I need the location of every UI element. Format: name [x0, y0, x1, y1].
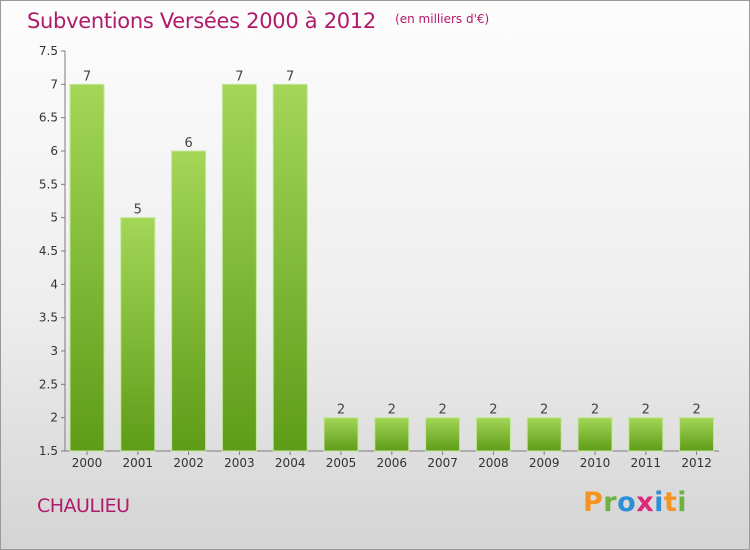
value-label-2002: 6 — [184, 136, 192, 151]
value-label-2003: 7 — [235, 69, 243, 84]
bar-2008 — [475, 417, 511, 452]
value-label-2006: 2 — [388, 403, 396, 418]
y-tick-label: 6 — [50, 144, 58, 158]
bar-2012 — [679, 417, 715, 452]
y-tick-label: 4 — [50, 277, 58, 291]
y-tick-label: 4.5 — [39, 244, 58, 258]
y-tick-label: 5 — [50, 211, 58, 225]
y-tick-label: 7 — [50, 77, 58, 91]
bar-2003 — [221, 83, 257, 452]
labels: 7 2000 5 2001 6 2002 7 2003 7 2004 2 2005 2 2006 2 2007… — [72, 69, 712, 470]
value-label-2005: 2 — [337, 403, 345, 418]
value-label-2010: 2 — [591, 403, 599, 418]
bar-2002 — [171, 150, 207, 452]
x-tick-label-2000: 2000 — [72, 456, 103, 470]
y-tick-label: 3 — [50, 344, 58, 358]
x-tick-label-2005: 2005 — [326, 456, 357, 470]
value-label-2009: 2 — [540, 403, 548, 418]
title-row: Subventions Versées 2000 à 2012 (en mill… — [27, 9, 489, 33]
x-tick-label-2009: 2009 — [529, 456, 560, 470]
y-tick-label: 1.5 — [39, 444, 58, 458]
x-tick-label-2004: 2004 — [275, 456, 306, 470]
x-tick-label-2008: 2008 — [478, 456, 509, 470]
x-tick-label-2003: 2003 — [224, 456, 255, 470]
y-tick-label: 2.5 — [39, 377, 58, 391]
chart-title: Subventions Versées 2000 à 2012 — [27, 9, 376, 33]
bar-2004 — [272, 83, 308, 452]
x-tick-label-2007: 2007 — [427, 456, 458, 470]
value-label-2007: 2 — [438, 403, 446, 418]
value-label-2001: 5 — [134, 203, 142, 218]
y-tick-label: 7.5 — [39, 44, 58, 58]
bar-2009 — [526, 417, 562, 452]
x-tick-label-2010: 2010 — [580, 456, 611, 470]
value-label-2000: 7 — [83, 69, 91, 84]
y-tick-label: 5.5 — [39, 177, 58, 191]
x-tick-label-2011: 2011 — [631, 456, 662, 470]
value-label-2011: 2 — [642, 403, 650, 418]
bar-2005 — [323, 417, 359, 452]
chart-unit: (en milliers d'€) — [395, 12, 490, 26]
y-tick-label: 6.5 — [39, 111, 58, 125]
bar-2010 — [577, 417, 613, 452]
bar-2000 — [69, 83, 105, 452]
y-tick-label: 2 — [50, 411, 58, 425]
value-label-2008: 2 — [489, 403, 497, 418]
x-tick-label-2006: 2006 — [377, 456, 408, 470]
bar-2007 — [425, 417, 461, 452]
proxiti-logo: Proxiti — [583, 487, 688, 518]
bar-2001 — [120, 217, 156, 452]
x-tick-label-2012: 2012 — [681, 456, 712, 470]
value-label-2012: 2 — [692, 403, 700, 418]
bar-2011 — [628, 417, 664, 452]
value-label-2004: 7 — [286, 69, 294, 84]
commune-name: CHAULIEU — [37, 495, 130, 517]
x-tick-label-2001: 2001 — [123, 456, 154, 470]
y-tick-label: 3.5 — [39, 311, 58, 325]
bar-2006 — [374, 417, 410, 452]
bars — [69, 83, 715, 452]
x-tick-label-2002: 2002 — [173, 456, 204, 470]
